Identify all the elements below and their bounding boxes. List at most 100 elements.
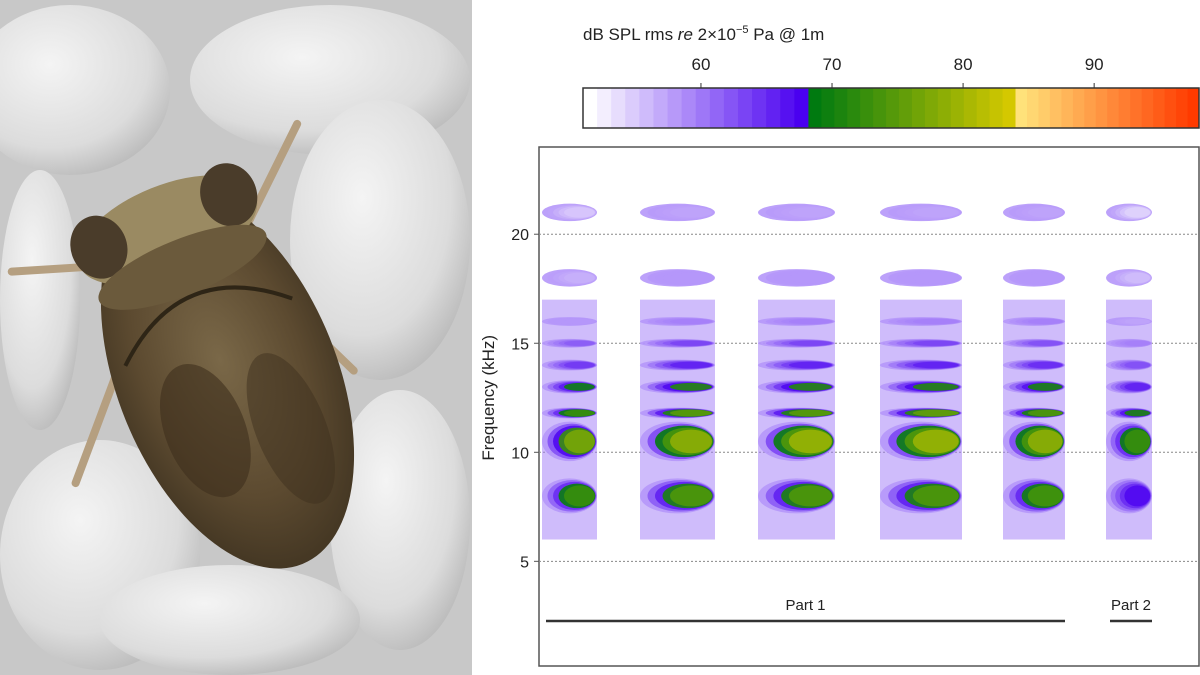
spectral-band xyxy=(1021,340,1064,347)
colorbar-segment xyxy=(847,88,861,128)
colorbar-segment xyxy=(1072,88,1085,128)
colorbar-segment xyxy=(1187,88,1199,128)
spectral-band xyxy=(553,360,596,370)
y-axis-label: Frequency (kHz) xyxy=(479,335,498,461)
burst-6 xyxy=(1106,203,1152,540)
spectrogram-plot: 5 10 15 20 Frequency (kHz) Part 1 Part 2 xyxy=(479,146,1200,667)
spectral-band xyxy=(670,318,712,325)
spectral-band xyxy=(1009,360,1065,370)
spectral-band xyxy=(888,204,962,221)
colorbar-segment xyxy=(963,88,978,128)
spectral-band xyxy=(542,317,597,326)
spectral-band xyxy=(547,269,597,286)
spectral-band xyxy=(1021,361,1064,369)
spectral-band xyxy=(553,205,596,220)
spectral-band xyxy=(1110,360,1152,370)
spectral-band xyxy=(880,203,962,222)
spectral-band xyxy=(912,409,959,417)
spectral-band xyxy=(880,359,962,371)
spectral-band xyxy=(564,429,595,454)
spectral-band xyxy=(912,272,959,284)
spectral-band xyxy=(662,318,713,325)
colorbar-segment xyxy=(1061,88,1074,128)
spectral-band xyxy=(788,485,832,507)
spectral-band xyxy=(547,360,597,370)
spectral-band xyxy=(640,269,715,287)
colorbar-segment xyxy=(667,88,683,128)
spectral-band xyxy=(1003,421,1065,462)
spectral-band xyxy=(773,339,834,347)
colorbar-segment xyxy=(639,88,654,128)
spectral-band xyxy=(880,338,962,348)
spectral-band xyxy=(655,205,714,220)
spectral-band xyxy=(1003,203,1065,222)
spectral-band xyxy=(1119,271,1151,284)
spectral-band xyxy=(904,340,960,347)
spectral-band xyxy=(564,485,595,507)
spectral-band xyxy=(1124,272,1151,284)
y-tick-label: 20 xyxy=(511,227,529,244)
spectral-band xyxy=(758,478,835,514)
spectral-band xyxy=(655,425,714,458)
colorbar-tick-label: 90 xyxy=(1085,55,1104,74)
spectral-band xyxy=(781,409,833,417)
colorbar-segment xyxy=(834,88,848,128)
spectral-band xyxy=(1009,423,1065,460)
spectral-band xyxy=(558,483,596,509)
spectral-band xyxy=(655,408,714,418)
spectral-band xyxy=(1027,361,1063,369)
spectral-band xyxy=(1027,207,1063,218)
spectral-band xyxy=(647,480,715,512)
colorbar-segment xyxy=(976,88,991,128)
colorbar-segment xyxy=(860,88,874,128)
spectral-band xyxy=(1015,339,1064,347)
spectral-band xyxy=(1124,361,1151,369)
spectral-band xyxy=(1106,203,1152,222)
spectral-band xyxy=(662,206,713,219)
spectral-band xyxy=(773,205,834,220)
spectral-band xyxy=(564,340,595,346)
spectral-band xyxy=(547,317,597,326)
spectral-band xyxy=(1003,380,1065,394)
spectral-band xyxy=(1124,207,1151,218)
spectral-band xyxy=(547,380,597,393)
colorbar-tick-label: 80 xyxy=(954,55,973,74)
spectral-band xyxy=(662,427,713,456)
colorbar-segment xyxy=(1176,88,1189,128)
spectral-band xyxy=(904,409,960,417)
spectral-band xyxy=(647,339,715,348)
spectral-band xyxy=(647,317,715,326)
spectral-band xyxy=(781,271,833,284)
spectral-band xyxy=(1015,205,1064,220)
spectral-band xyxy=(888,408,962,418)
spectral-band xyxy=(670,429,712,454)
colorbar-segment xyxy=(1015,88,1028,128)
spectral-band xyxy=(765,360,835,370)
colorbar-segment xyxy=(1002,88,1017,128)
part-label: Part 2 xyxy=(1111,597,1151,614)
spectral-band xyxy=(781,427,833,456)
spectral-band xyxy=(781,483,833,509)
spectral-band xyxy=(1119,427,1151,456)
spectral-band xyxy=(896,317,961,325)
spectral-band xyxy=(542,338,597,348)
spectral-band xyxy=(781,340,833,347)
spectral-band xyxy=(788,429,832,454)
spectral-band xyxy=(912,207,959,218)
spectral-band xyxy=(788,361,832,369)
spectral-band xyxy=(670,207,712,218)
spectral-band xyxy=(1115,317,1152,325)
spectral-band xyxy=(1009,380,1065,393)
spectral-band xyxy=(758,359,835,371)
colorbar-segment xyxy=(794,88,809,128)
spectral-band xyxy=(1021,409,1064,417)
spectral-band xyxy=(564,272,595,284)
spectral-band xyxy=(1119,382,1151,392)
spectral-band xyxy=(758,317,835,326)
spectral-band xyxy=(553,317,596,325)
colorbar-segment xyxy=(695,88,711,128)
spectral-band xyxy=(558,271,596,284)
spectral-band xyxy=(558,206,596,219)
spectral-band xyxy=(662,271,713,284)
colorbar-segment xyxy=(937,88,952,128)
